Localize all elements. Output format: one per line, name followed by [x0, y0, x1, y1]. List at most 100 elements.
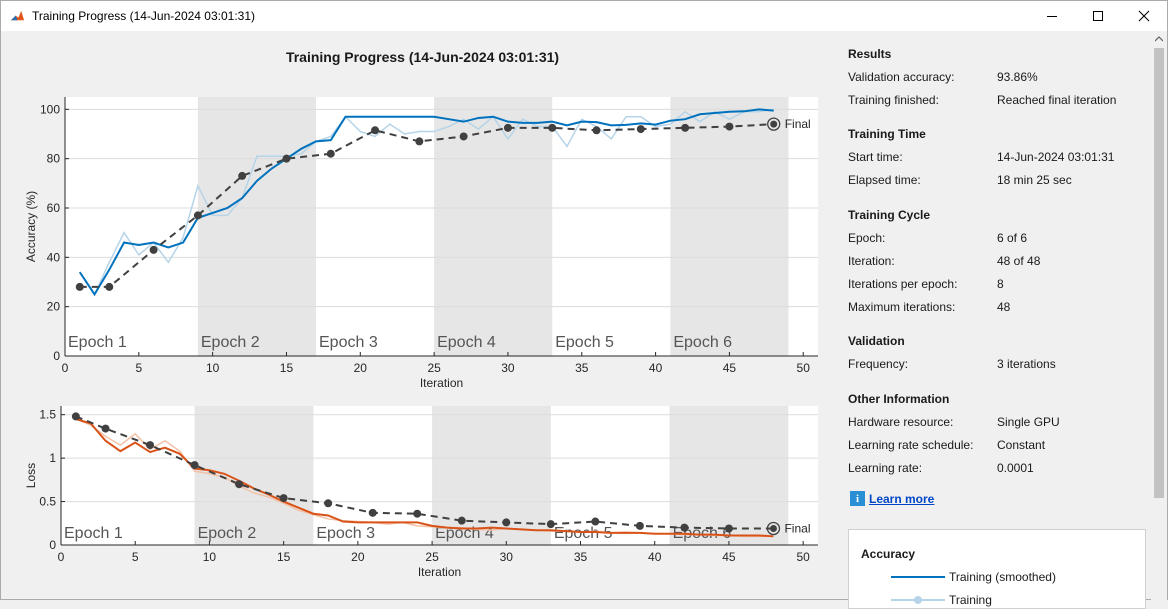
- learning-rate-value: 0.0001: [997, 461, 1034, 475]
- x-tick-label: 10: [206, 361, 220, 375]
- validation-point: [75, 282, 84, 291]
- x-tick-label: 30: [501, 361, 515, 375]
- validation-point: [371, 126, 380, 135]
- title-bar[interactable]: Training Progress (14-Jun-2024 03:01:31): [1, 1, 1167, 31]
- vertical-scrollbar[interactable]: [1151, 31, 1167, 601]
- maximize-icon: [1093, 11, 1103, 21]
- iteration-label: Iteration:: [848, 254, 895, 268]
- minimize-button[interactable]: [1029, 1, 1075, 31]
- x-tick-label: 15: [280, 361, 294, 375]
- validation-point: [149, 245, 158, 254]
- validation-point: [636, 125, 645, 134]
- legend-label-training: Training: [949, 593, 992, 607]
- validation-heading: Validation: [848, 334, 905, 348]
- x-tick-label: 45: [722, 550, 736, 564]
- legend-item-training-smoothed: Training (smoothed): [891, 569, 1141, 585]
- y-tick-label: 20: [47, 300, 61, 314]
- x-tick-label: 30: [500, 550, 514, 564]
- training-smoothed-line: [78, 108, 774, 297]
- learn-more-text[interactable]: Learn more: [869, 491, 935, 506]
- x-tick-label: 5: [135, 361, 142, 375]
- maximum-iterations-label: Maximum iterations:: [848, 300, 956, 314]
- other-information-heading: Other Information: [848, 392, 950, 406]
- y-axis-label: Loss: [24, 463, 38, 488]
- validation-accuracy-value: 93.86%: [997, 70, 1038, 84]
- accuracy-chart[interactable]: Epoch 1 Epoch 2 Epoch 3 Epoch 4 Epoch 5 Epoch…: [1, 31, 833, 601]
- y-tick-label: 100: [40, 102, 60, 116]
- x-tick-label: 10: [203, 550, 217, 564]
- legend-line-training-icon: [891, 596, 945, 604]
- start-time-value: 14-Jun-2024 03:01:31: [997, 150, 1115, 164]
- plot-area: Training Progress (14-Jun-2024 03:01:31)…: [1, 31, 833, 601]
- x-axis-label: Iteration: [418, 565, 461, 579]
- validation-point: [326, 149, 335, 158]
- validation-point: [101, 424, 110, 433]
- y-axis-label: Accuracy (%): [24, 191, 38, 262]
- validation-point: [503, 123, 512, 132]
- epoch-label: Epoch 1: [68, 334, 127, 351]
- validation-point: [279, 494, 288, 503]
- x-tick-label: 5: [132, 550, 139, 564]
- matlab-icon: [10, 9, 25, 24]
- training-finished-value: Reached final iteration: [997, 93, 1117, 107]
- epoch-band: [197, 97, 316, 356]
- validation-point: [591, 517, 600, 526]
- close-button[interactable]: [1121, 1, 1167, 31]
- validation-point: [680, 523, 689, 532]
- epoch-label: Epoch 3: [319, 334, 378, 351]
- info-icon: i: [850, 491, 865, 506]
- x-tick-label: 45: [723, 361, 737, 375]
- y-tick-label: 0.5: [39, 495, 56, 509]
- training-cycle-heading: Training Cycle: [848, 208, 931, 222]
- epoch-label: Epoch 3: [316, 525, 375, 542]
- validation-point: [635, 521, 644, 530]
- learning-rate-schedule-label: Learning rate schedule:: [848, 438, 974, 452]
- learning-rate-label: Learning rate:: [848, 461, 923, 475]
- chart-title: Training Progress (14-Jun-2024 03:01:31): [285, 49, 560, 65]
- validation-point: [592, 126, 601, 135]
- learning-rate-schedule-value: Constant: [997, 438, 1046, 452]
- legend-title: Accuracy: [861, 547, 916, 561]
- x-tick-label: 40: [649, 361, 663, 375]
- x-tick-label: 25: [425, 550, 439, 564]
- epoch-label: Epoch 4: [437, 334, 496, 351]
- y-tick-label: 0: [49, 538, 56, 552]
- validation-point: [725, 122, 734, 131]
- validation-point: [105, 282, 114, 291]
- y-tick-label: 80: [47, 152, 61, 166]
- frequency-value: 3 iterations: [997, 357, 1056, 371]
- validation-point: [238, 171, 247, 180]
- window-title: Training Progress (14-Jun-2024 03:01:31): [32, 9, 256, 23]
- validation-point: [368, 508, 377, 517]
- validation-point: [769, 524, 777, 532]
- elapsed-time-value: 18 min 25 sec: [997, 173, 1072, 187]
- y-tick-label: 1: [49, 451, 56, 465]
- x-tick-label: 40: [648, 550, 662, 564]
- validation-point: [724, 524, 733, 533]
- maximize-button[interactable]: [1075, 1, 1121, 31]
- start-time-label: Start time:: [848, 150, 903, 164]
- scrollbar-thumb[interactable]: [1154, 48, 1164, 498]
- x-axis-label: Iteration: [420, 376, 463, 390]
- y-tick-label: 0: [53, 349, 60, 363]
- y-tick-label: 60: [47, 201, 61, 215]
- chevron-up-icon: [1155, 36, 1163, 42]
- epoch-band: [670, 97, 789, 356]
- iterations-per-epoch-value: 8: [997, 277, 1004, 291]
- x-tick-label: 15: [277, 550, 291, 564]
- x-tick-label: 20: [354, 361, 368, 375]
- validation-point: [546, 520, 555, 529]
- learn-more-link[interactable]: i Learn more: [850, 491, 934, 506]
- frequency-label: Frequency:: [848, 357, 909, 371]
- training-finished-label: Training finished:: [848, 93, 939, 107]
- validation-point: [681, 123, 690, 132]
- validation-point: [146, 441, 155, 450]
- scroll-up-button[interactable]: [1151, 31, 1167, 47]
- epoch-label: Epoch 5: [554, 525, 613, 542]
- validation-point: [459, 132, 468, 141]
- validation-accuracy-label: Validation accuracy:: [848, 70, 955, 84]
- training-time-heading: Training Time: [848, 127, 926, 141]
- hardware-resource-value: Single GPU: [997, 415, 1060, 429]
- hardware-resource-label: Hardware resource:: [848, 415, 954, 429]
